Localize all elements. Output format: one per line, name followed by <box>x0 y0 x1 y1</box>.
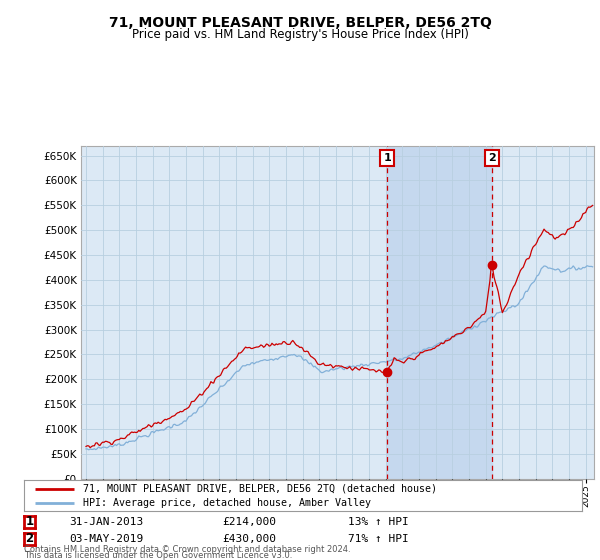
Text: 1: 1 <box>383 153 391 163</box>
Text: 03-MAY-2019: 03-MAY-2019 <box>69 534 143 544</box>
Text: This data is licensed under the Open Government Licence v3.0.: This data is licensed under the Open Gov… <box>24 551 292 560</box>
Text: 71% ↑ HPI: 71% ↑ HPI <box>348 534 409 544</box>
Text: 2: 2 <box>488 153 496 163</box>
Text: 71, MOUNT PLEASANT DRIVE, BELPER, DE56 2TQ: 71, MOUNT PLEASANT DRIVE, BELPER, DE56 2… <box>109 16 491 30</box>
Text: Price paid vs. HM Land Registry's House Price Index (HPI): Price paid vs. HM Land Registry's House … <box>131 28 469 41</box>
Text: £430,000: £430,000 <box>222 534 276 544</box>
Text: HPI: Average price, detached house, Amber Valley: HPI: Average price, detached house, Ambe… <box>83 498 371 508</box>
Text: £214,000: £214,000 <box>222 517 276 527</box>
Text: 1: 1 <box>25 515 34 529</box>
Text: 31-JAN-2013: 31-JAN-2013 <box>69 517 143 527</box>
Bar <box>387 146 492 479</box>
Text: 13% ↑ HPI: 13% ↑ HPI <box>348 517 409 527</box>
Text: 2: 2 <box>25 532 34 545</box>
Text: Contains HM Land Registry data © Crown copyright and database right 2024.: Contains HM Land Registry data © Crown c… <box>24 545 350 554</box>
Text: 71, MOUNT PLEASANT DRIVE, BELPER, DE56 2TQ (detached house): 71, MOUNT PLEASANT DRIVE, BELPER, DE56 2… <box>83 483 437 493</box>
